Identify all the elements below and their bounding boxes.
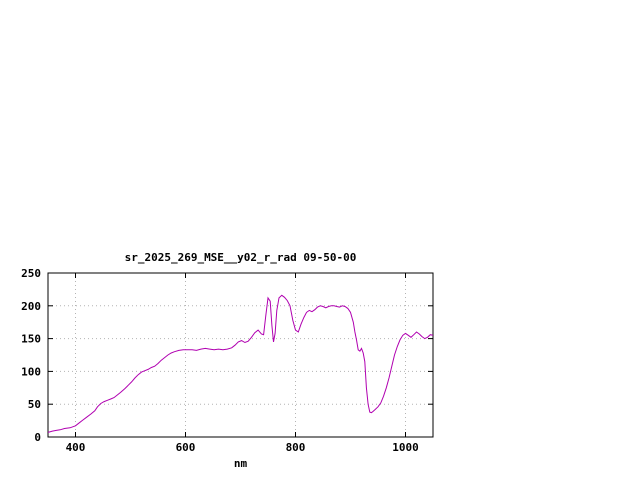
y-tick-label: 150 xyxy=(21,333,41,346)
plot-border xyxy=(47,272,434,438)
spectrum-line xyxy=(47,294,434,433)
x-tick-label: 600 xyxy=(176,441,196,454)
y-tick-label: 200 xyxy=(21,300,41,313)
x-tick-label: 400 xyxy=(66,441,86,454)
y-tick-label: 0 xyxy=(34,431,41,444)
y-tick-label: 50 xyxy=(28,398,41,411)
y-tick-label: 250 xyxy=(21,267,41,280)
x-tick-label: 1000 xyxy=(392,441,419,454)
x-tick-label: 800 xyxy=(286,441,306,454)
chart-title: sr_2025_269_MSE__y02_r_rad 09-50-00 xyxy=(124,251,357,264)
y-tick-label: 100 xyxy=(21,365,41,378)
x-axis-label: nm xyxy=(233,457,248,470)
